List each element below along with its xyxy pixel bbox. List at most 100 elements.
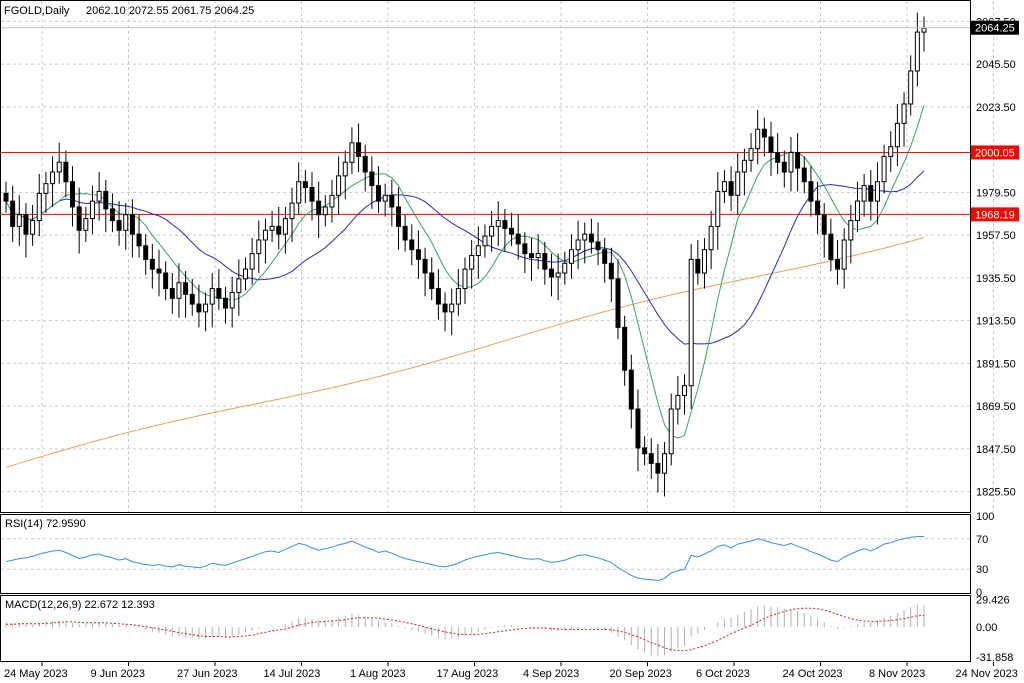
candle-up bbox=[256, 239, 262, 255]
candle-up bbox=[568, 249, 574, 264]
candle-up bbox=[861, 185, 867, 202]
candle-up bbox=[203, 303, 209, 313]
candle-down bbox=[409, 239, 415, 251]
candle-down bbox=[309, 187, 315, 202]
candle-down bbox=[795, 152, 801, 169]
candle-down bbox=[63, 161, 69, 183]
price-tick-label: 1935.50 bbox=[976, 273, 1016, 285]
candle-down bbox=[109, 208, 115, 222]
candle-up bbox=[682, 385, 688, 396]
candle-up bbox=[282, 218, 288, 235]
candle-up bbox=[788, 152, 794, 173]
candle-up bbox=[269, 225, 275, 231]
candle-down bbox=[635, 408, 641, 449]
candle-up bbox=[914, 31, 920, 72]
candle-down bbox=[542, 253, 548, 270]
candle-down bbox=[362, 155, 368, 173]
candle-up bbox=[469, 255, 475, 270]
time-tick-label: 9 Jun 2023 bbox=[91, 668, 145, 680]
candle-up bbox=[575, 239, 581, 251]
candle-up bbox=[336, 175, 342, 196]
candle-down bbox=[136, 233, 142, 247]
candle-down bbox=[23, 214, 29, 235]
price-tick-label: 2023.50 bbox=[976, 102, 1016, 114]
candle-up bbox=[688, 258, 694, 387]
candle-up bbox=[242, 268, 248, 280]
candle-down bbox=[189, 293, 195, 305]
candle-down bbox=[602, 249, 608, 264]
candle-down bbox=[821, 214, 827, 235]
candle-down bbox=[356, 142, 362, 157]
rsi-line bbox=[5, 536, 924, 582]
candle-up bbox=[482, 235, 488, 247]
price-tick-label: 1913.50 bbox=[976, 316, 1016, 328]
candle-up bbox=[748, 148, 754, 161]
candle-up bbox=[96, 190, 102, 202]
time-tick-label: 24 May 2023 bbox=[4, 668, 68, 680]
level-price-label: 1968.19 bbox=[975, 209, 1015, 221]
candle-up bbox=[249, 253, 255, 270]
candle-down bbox=[628, 369, 634, 410]
candle-down bbox=[588, 233, 594, 243]
macd-indicator: 29.426 0.00 -31.858 bbox=[5, 594, 1013, 664]
candle-down bbox=[196, 303, 202, 313]
level-price-label: 2000.05 bbox=[975, 147, 1015, 159]
time-tick-label: 24 Oct 2023 bbox=[783, 668, 843, 680]
candle-down bbox=[183, 282, 189, 295]
candle-up bbox=[901, 103, 907, 124]
candle-up bbox=[475, 245, 481, 257]
candle-down bbox=[808, 181, 814, 202]
macd-tick-label: 29.426 bbox=[976, 594, 1010, 606]
candle-down bbox=[402, 225, 408, 241]
candle-up bbox=[462, 268, 468, 290]
price-grid bbox=[1, 1, 994, 512]
candle-down bbox=[868, 185, 874, 202]
candle-down bbox=[761, 128, 767, 138]
candle-down bbox=[768, 136, 774, 154]
candle-up bbox=[894, 122, 900, 148]
candle-up bbox=[755, 128, 761, 150]
macd-tick-label: -31.858 bbox=[976, 652, 1013, 664]
candle-up bbox=[854, 200, 860, 222]
candle-up bbox=[881, 155, 887, 183]
candle-down bbox=[376, 185, 382, 202]
candle-down bbox=[149, 258, 155, 270]
price-tick-label: 1847.50 bbox=[976, 444, 1016, 456]
candle-up bbox=[89, 200, 95, 220]
candle-up bbox=[489, 225, 495, 237]
time-tick-label: 24 Nov 2023 bbox=[956, 668, 1018, 680]
time-axis: 24 May 2023 9 Jun 2023 27 Jun 2023 14 Jul 2… bbox=[4, 662, 1018, 680]
time-tick-label: 1 Aug 2023 bbox=[350, 668, 406, 680]
candle-down bbox=[595, 241, 601, 251]
candle-up bbox=[123, 214, 129, 231]
panel-frames bbox=[0, 0, 971, 662]
candle-up bbox=[848, 220, 854, 241]
time-tick-label: 8 Nov 2023 bbox=[869, 668, 925, 680]
candle-up bbox=[668, 408, 674, 455]
candle-down bbox=[622, 326, 628, 371]
candle-down bbox=[608, 262, 614, 280]
ohlc-values: 2062.10 2072.55 2061.75 2064.25 bbox=[86, 5, 254, 17]
candle-down bbox=[442, 303, 448, 313]
candle-up bbox=[342, 161, 348, 177]
candle-up bbox=[229, 291, 235, 309]
candle-down bbox=[655, 462, 661, 474]
candle-down bbox=[522, 243, 528, 255]
candle-down bbox=[316, 200, 322, 216]
candle-up bbox=[888, 146, 894, 157]
candle-down bbox=[728, 181, 734, 196]
candle-down bbox=[389, 194, 395, 208]
rsi-tick-label: 30 bbox=[976, 564, 988, 576]
candle-up bbox=[36, 192, 42, 222]
candle-down bbox=[369, 171, 375, 187]
candle-up bbox=[495, 220, 501, 227]
candle-up bbox=[56, 161, 62, 173]
current-price-tag bbox=[971, 20, 1019, 35]
price-axis: 2067.502045.502023.501979.501957.501935.… bbox=[971, 16, 1019, 499]
candle-down bbox=[129, 214, 135, 235]
candle-down bbox=[10, 200, 16, 227]
candle-up bbox=[662, 453, 668, 474]
candle-up bbox=[176, 282, 182, 299]
macd-title: MACD(12,26,9) 22.672 12.393 bbox=[5, 599, 155, 611]
candle-down bbox=[429, 272, 435, 290]
